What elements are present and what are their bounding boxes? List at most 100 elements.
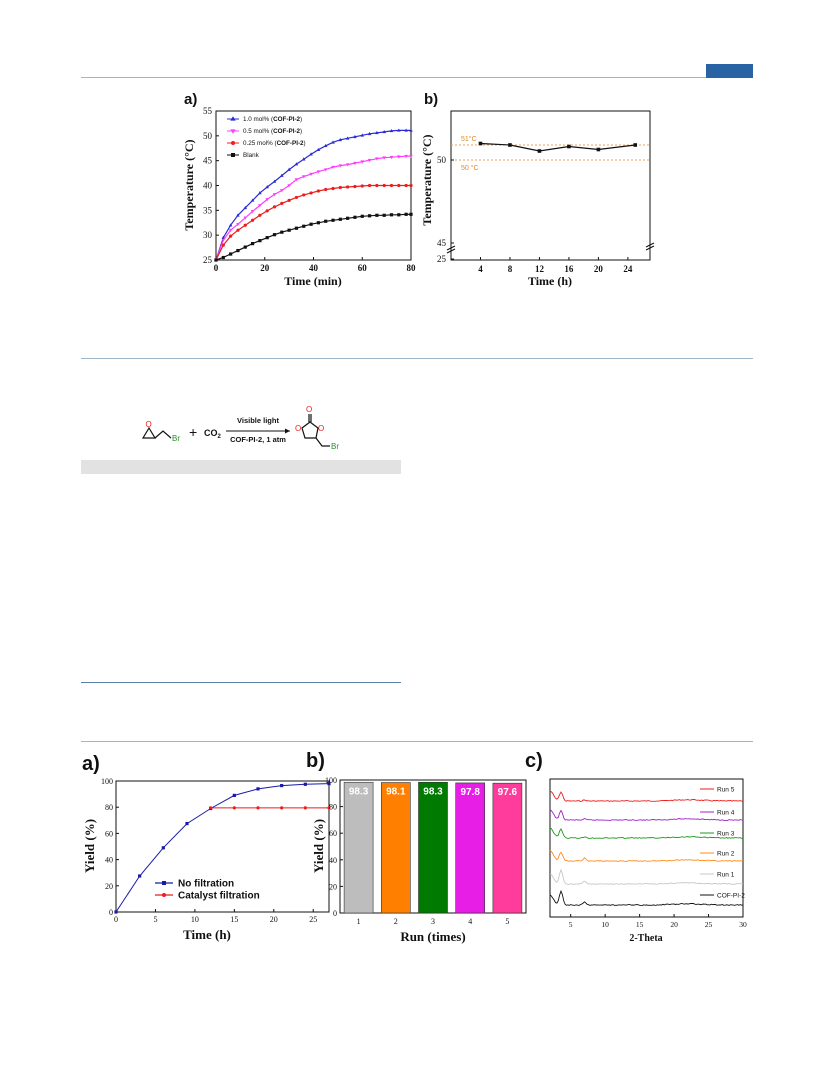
data-point (287, 167, 291, 171)
data-point (209, 806, 213, 810)
data-point (404, 183, 408, 188)
pattern-trace (549, 827, 744, 839)
y-tick-label: 35 (203, 205, 213, 215)
data-point (265, 236, 269, 240)
data-point (280, 230, 284, 234)
legend-label-bold: COF-PI-2 (273, 128, 300, 135)
legend-entry: Blank (227, 152, 260, 159)
data-point (323, 168, 328, 172)
x-tick-label: 4 (468, 917, 472, 926)
data-point (236, 228, 240, 232)
bar-value-label: 98.1 (386, 787, 406, 798)
data-point (243, 223, 247, 227)
data-point (236, 248, 240, 253)
legend-label: Run 2 (717, 851, 735, 858)
bar (455, 782, 486, 914)
data-point (346, 216, 350, 220)
data-point (303, 806, 307, 810)
legend-marker (162, 881, 166, 885)
pattern-trace (549, 809, 744, 821)
section-rule-2 (81, 741, 753, 742)
data-point (397, 213, 401, 217)
y-axis-label: Yield (%) (82, 819, 97, 873)
y-tick-label: 45 (203, 156, 213, 166)
legend-label: 0.5 mol% ( (243, 128, 274, 135)
data-point (353, 161, 357, 166)
legend-marker (230, 129, 236, 134)
data-point (229, 252, 233, 256)
data-point (331, 218, 335, 222)
data-point (258, 213, 262, 217)
legend-label: Catalyst filtration (178, 891, 260, 902)
legend-label: COF-PI-2 (717, 893, 745, 900)
svg-text:0.5 mol% (COF-PI-2): 0.5 mol% (COF-PI-2) (243, 128, 302, 135)
data-point (375, 157, 379, 161)
legend-entry: 0.5 mol% (COF-PI-2) (227, 128, 302, 135)
data-point (338, 137, 343, 142)
x-tick-label: 20 (270, 915, 278, 924)
data-point (272, 193, 277, 197)
co2-text: CO (204, 428, 218, 438)
epoxide-oxygen-label: O (146, 420, 152, 429)
panel-label-bot-c: c) (525, 750, 543, 772)
y-tick-label: 30 (203, 230, 213, 240)
ref-label-51: 51°C (461, 135, 477, 143)
data-point (316, 189, 320, 193)
svg-text:Blank: Blank (243, 152, 260, 159)
x-tick-label: 60 (358, 263, 368, 273)
data-point (375, 130, 379, 135)
y-tick-label: 60 (329, 829, 337, 838)
data-point (256, 806, 260, 810)
plot-frame (115, 780, 330, 913)
panel-label-bot-b: b) (306, 750, 325, 772)
data-point (404, 154, 408, 159)
y-tick-label: 25 (437, 254, 447, 264)
data-point (324, 187, 328, 192)
x-tick-label: 10 (601, 920, 609, 929)
plot-frame (549, 778, 744, 918)
data-point (309, 222, 313, 226)
data-point (243, 245, 247, 249)
section-rule-1 (81, 358, 753, 359)
bar (343, 781, 374, 914)
series-line (215, 184, 411, 261)
bar (380, 782, 411, 914)
series-line (215, 129, 411, 261)
legend-entry: No filtration (155, 879, 234, 890)
data-point (265, 198, 269, 202)
data-point (280, 189, 284, 193)
data-point (256, 787, 260, 791)
data-point (382, 156, 386, 160)
data-point (324, 219, 328, 223)
y-tick-label: 100 (325, 776, 337, 785)
legend-marker (162, 893, 166, 897)
data-point (232, 793, 236, 798)
data-point (338, 217, 342, 221)
data-point (389, 128, 394, 133)
bar-value-label: 97.6 (498, 787, 518, 798)
data-point (409, 128, 413, 132)
data-point (161, 846, 165, 850)
data-point (397, 183, 401, 188)
epoxide-structure: O Br (141, 420, 180, 443)
data-point (389, 183, 394, 188)
pattern-trace (549, 868, 744, 885)
x-tick-label: 0 (114, 915, 118, 924)
data-point (303, 782, 307, 786)
bar (418, 781, 448, 914)
data-point (397, 128, 401, 132)
data-point (331, 186, 335, 191)
data-point (280, 806, 284, 810)
data-point (309, 172, 313, 176)
y-tick-label: 40 (105, 856, 113, 865)
data-point (236, 213, 240, 217)
data-point (250, 210, 255, 214)
data-point (397, 155, 401, 159)
legend-label: Run 1 (717, 872, 735, 879)
series-line (480, 142, 636, 152)
legend-label-end: ) (300, 116, 302, 123)
ring-oxygen-left: O (295, 424, 301, 433)
data-point (327, 782, 331, 786)
data-point (367, 183, 372, 188)
x-tick-label: 25 (309, 915, 317, 924)
